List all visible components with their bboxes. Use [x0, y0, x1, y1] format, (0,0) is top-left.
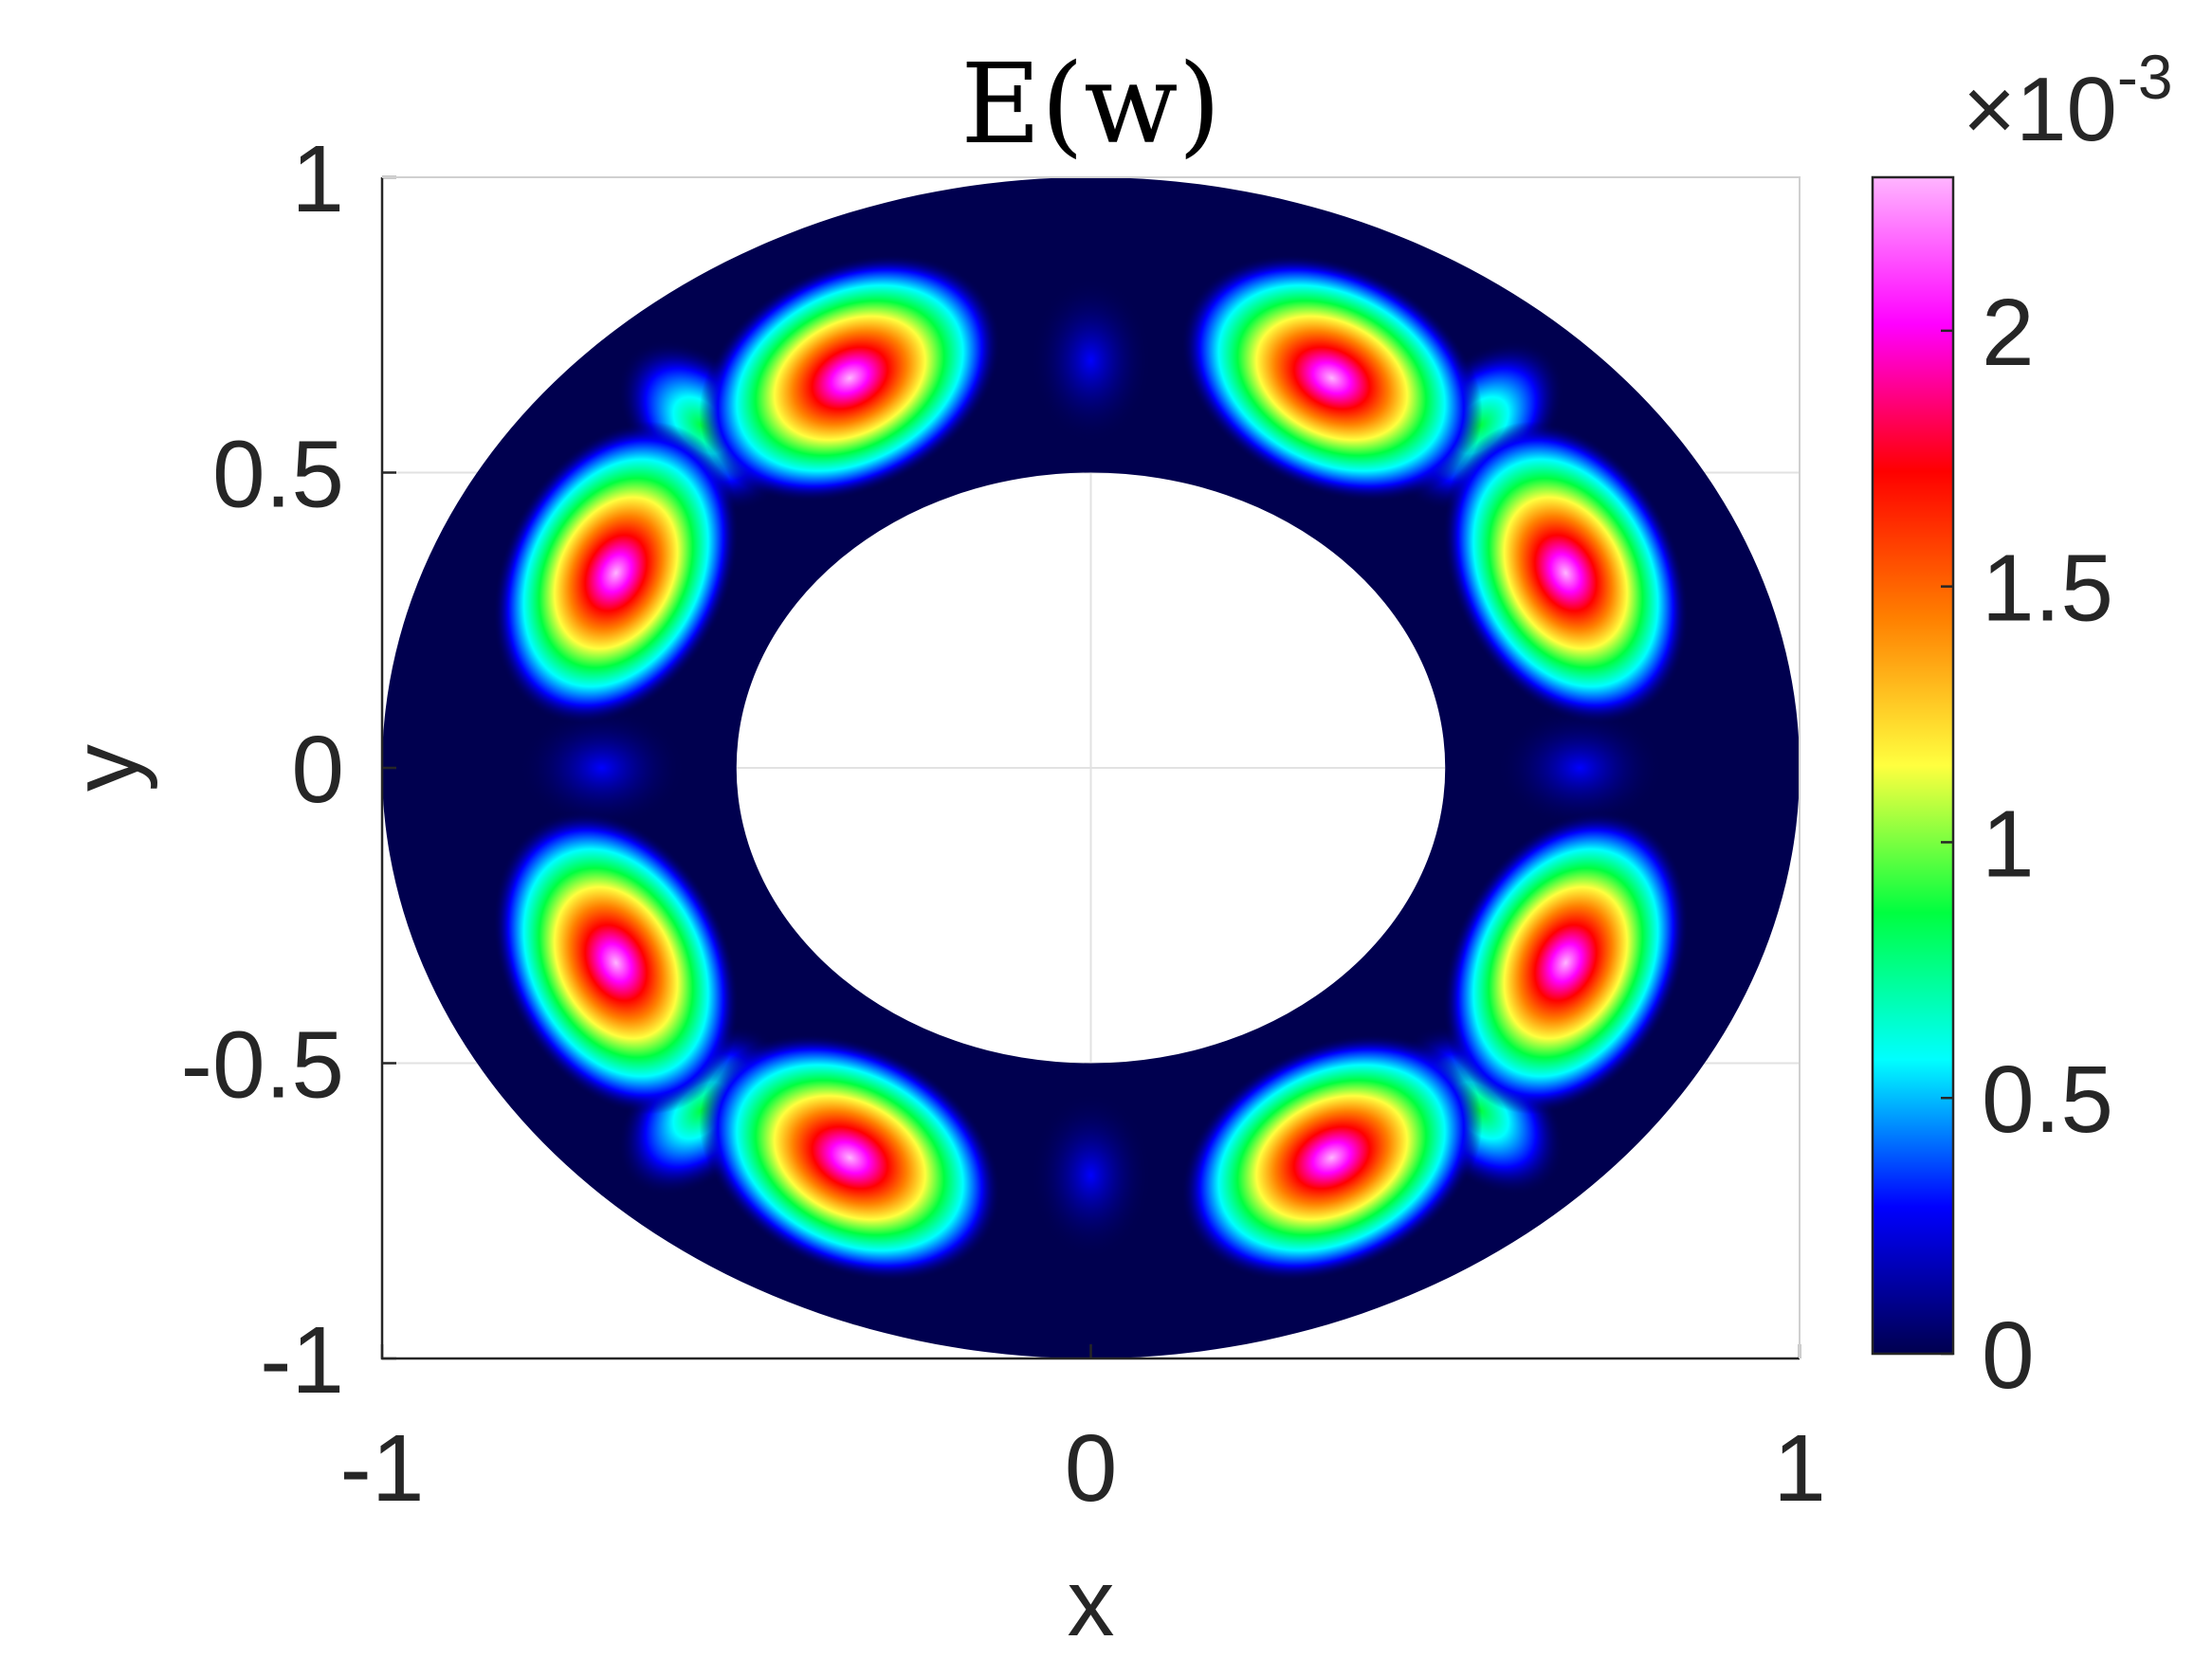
- y-tick-label-2: 0: [291, 717, 344, 823]
- chart-title: E(w): [960, 41, 1220, 169]
- peak-lobe-3: [1442, 421, 1689, 725]
- y-tick-label-0: -1: [260, 1307, 344, 1413]
- peak-lobe-6: [699, 1033, 1001, 1282]
- x-axis-label: x: [1068, 1550, 1115, 1656]
- peak-lobe-1: [1180, 254, 1483, 502]
- colorbar-exponent-base: ×10: [1963, 59, 2117, 160]
- colorbar-tick-label-2: 1: [1982, 791, 2035, 897]
- y-tick-label-4: 1: [291, 126, 344, 232]
- peak-lobe-2: [493, 421, 740, 725]
- y-tick-labels: -1 -0.5 0 0.5 1: [181, 126, 344, 1413]
- y-tick-label-3: 0.5: [212, 422, 344, 528]
- peak-lobe-5: [1442, 811, 1689, 1115]
- colorbar-tick-label-0: 0: [1982, 1303, 2035, 1409]
- y-tick-label-1: -0.5: [181, 1012, 344, 1119]
- colorbar-tick-labels: 0 0.5 1 1.5 2: [1982, 280, 2113, 1409]
- colorbar-exponent-power: -3: [2117, 42, 2173, 112]
- x-tick-label-1: 0: [1065, 1415, 1118, 1522]
- x-tick-label-2: 1: [1773, 1415, 1826, 1522]
- peak-lobe-7: [1180, 1033, 1483, 1282]
- colorbar-gradient: [1871, 175, 1955, 1356]
- minor-lobe-3: [1497, 707, 1663, 829]
- colorbar: 0 0.5 1 1.5 2 ×10-3: [1871, 42, 2173, 1409]
- colorbar-tick-label-4: 2: [1982, 280, 2035, 386]
- colorbar-tick-label-1: 0.5: [1982, 1047, 2113, 1153]
- peak-lobe-0: [699, 254, 1001, 502]
- peak-lobe-4: [493, 811, 740, 1115]
- minor-lobe-0: [1030, 277, 1152, 444]
- minor-lobe-2: [519, 707, 685, 829]
- heatmap-field: [382, 177, 1800, 1358]
- y-axis-label: y: [52, 744, 158, 792]
- colorbar-ticks: [1941, 329, 1953, 1356]
- x-tick-labels: -1 0 1: [340, 1415, 1826, 1522]
- minor-lobe-1: [1030, 1092, 1152, 1259]
- colorbar-tick-label-3: 1.5: [1982, 536, 2113, 642]
- colorbar-exponent: ×10-3: [1963, 42, 2173, 160]
- plot-axes: -1 0 1 -1 -0.5 0 0.5 1: [181, 126, 1826, 1522]
- x-tick-label-0: -1: [340, 1415, 425, 1522]
- axis-box-top-right: [382, 176, 1801, 1358]
